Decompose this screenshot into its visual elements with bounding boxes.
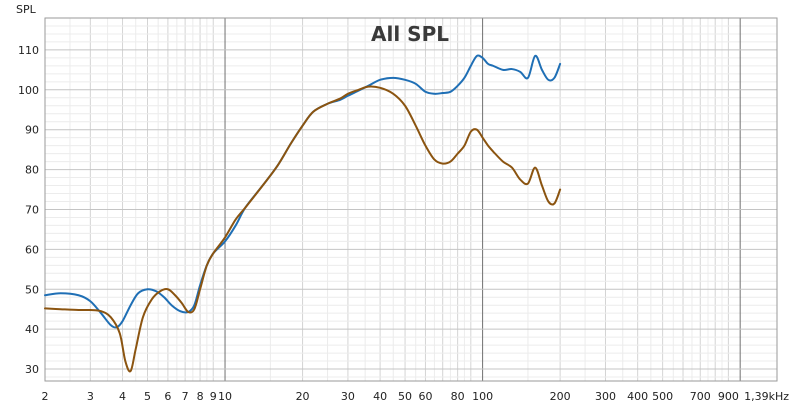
x-tick-label: 60 [418, 390, 432, 403]
y-tick-label: 60 [25, 243, 39, 256]
y-tick-labels: 30 40 50 60 70 80 90 100 110 [18, 44, 39, 376]
x-tick-label: 300 [595, 390, 616, 403]
x-tick-label: 9 [210, 390, 217, 403]
x-tick-label: 1,39kHz [744, 390, 789, 403]
x-tick-label: 8 [197, 390, 204, 403]
x-tick-label: 400 [627, 390, 648, 403]
y-tick-label: 110 [18, 44, 39, 57]
x-tick-label: 4 [119, 390, 126, 403]
y-tick-label: 40 [25, 323, 39, 336]
x-tick-label: 100 [472, 390, 493, 403]
x-tick-label: 3 [87, 390, 94, 403]
x-tick-labels: 2 3 4 5 6 7 8 9 10 20 30 40 50 60 80 100 200 300 400 500 700… [42, 390, 790, 403]
x-tick-label: 10 [218, 390, 232, 403]
y-tick-label: 90 [25, 124, 39, 137]
x-tick-label: 80 [451, 390, 465, 403]
x-tick-label: 50 [398, 390, 412, 403]
x-tick-label: 700 [690, 390, 711, 403]
y-tick-label: 30 [25, 363, 39, 376]
plot-frame [44, 17, 778, 382]
x-tick-label: 30 [341, 390, 355, 403]
y-tick-label: 70 [25, 203, 39, 216]
y-tick-label: 80 [25, 164, 39, 177]
y-tick-label: 100 [18, 84, 39, 97]
x-tick-label: 7 [182, 390, 189, 403]
major-grid [45, 18, 777, 381]
x-tick-label: 6 [164, 390, 171, 403]
x-tick-label: 5 [144, 390, 151, 403]
series-line-2 [44, 85, 562, 373]
x-tick-label: 900 [718, 390, 739, 403]
y-axis-label: SPL [16, 3, 37, 16]
y-tick-label: 50 [25, 283, 39, 296]
x-tick-label: 20 [296, 390, 310, 403]
chart-title: All SPL [371, 22, 449, 46]
x-tick-label: 200 [550, 390, 571, 403]
x-tick-label: 2 [42, 390, 49, 403]
x-tick-label: 500 [652, 390, 673, 403]
x-tick-label: 40 [373, 390, 387, 403]
series-layer [44, 54, 562, 373]
